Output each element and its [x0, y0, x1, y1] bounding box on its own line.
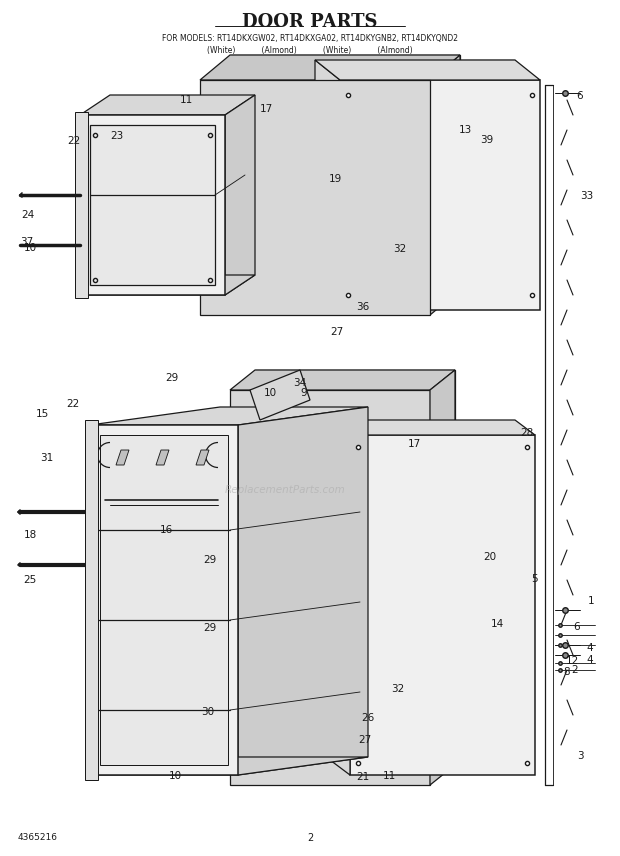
Text: 39: 39: [480, 135, 494, 145]
Text: 6: 6: [574, 622, 580, 632]
Text: 31: 31: [40, 453, 53, 463]
Polygon shape: [196, 450, 209, 465]
Text: 10: 10: [24, 243, 37, 253]
Text: 9: 9: [301, 388, 308, 398]
Polygon shape: [80, 115, 225, 295]
Polygon shape: [100, 435, 228, 765]
Text: 34: 34: [293, 378, 307, 388]
Text: 15: 15: [35, 409, 48, 419]
Text: 37: 37: [20, 237, 33, 247]
Text: 24: 24: [21, 210, 35, 220]
Polygon shape: [340, 80, 540, 310]
Text: 13: 13: [458, 125, 472, 135]
Text: 17: 17: [407, 439, 420, 449]
Text: 6: 6: [577, 91, 583, 101]
Polygon shape: [200, 55, 460, 80]
Text: 16: 16: [159, 525, 172, 535]
Text: 3: 3: [577, 751, 583, 761]
Text: 33: 33: [580, 191, 593, 201]
Polygon shape: [230, 370, 455, 390]
Text: 27: 27: [358, 735, 371, 745]
Text: 29: 29: [203, 623, 216, 633]
Polygon shape: [250, 370, 310, 420]
Text: 5: 5: [531, 574, 538, 584]
Text: (White)           (Almond)           (White)           (Almond): (White) (Almond) (White) (Almond): [207, 45, 413, 55]
Polygon shape: [255, 370, 455, 765]
Text: 32: 32: [393, 244, 407, 254]
Text: 11: 11: [383, 771, 396, 781]
Polygon shape: [230, 390, 430, 785]
Text: 30: 30: [202, 707, 215, 717]
Polygon shape: [330, 420, 350, 775]
Polygon shape: [315, 60, 540, 80]
Text: 14: 14: [490, 619, 503, 629]
Text: 10: 10: [169, 771, 182, 781]
Text: 25: 25: [24, 575, 37, 585]
Text: 29: 29: [203, 555, 216, 565]
Polygon shape: [225, 95, 255, 295]
Polygon shape: [430, 55, 460, 315]
Text: 21: 21: [356, 772, 370, 782]
Text: 26: 26: [361, 713, 374, 723]
Polygon shape: [315, 60, 515, 290]
Polygon shape: [330, 420, 535, 435]
Text: 8: 8: [564, 667, 570, 677]
Text: 28: 28: [520, 428, 534, 438]
Polygon shape: [230, 55, 460, 290]
Text: 17: 17: [259, 104, 273, 114]
Polygon shape: [85, 420, 98, 780]
Polygon shape: [80, 95, 255, 115]
Text: 29: 29: [166, 373, 179, 383]
Text: FOR MODELS: RT14DKXGW02, RT14DKXGA02, RT14DKYGNB2, RT14DKYQND2: FOR MODELS: RT14DKXGW02, RT14DKXGA02, RT…: [162, 33, 458, 43]
Text: 4365216: 4365216: [18, 834, 58, 842]
Text: 11: 11: [179, 95, 193, 105]
Text: 27: 27: [330, 327, 343, 337]
Text: 18: 18: [24, 530, 37, 540]
Text: 2: 2: [572, 665, 578, 675]
Text: 36: 36: [356, 302, 370, 312]
Text: 32: 32: [391, 684, 405, 694]
Text: 19: 19: [329, 174, 342, 184]
Text: 1: 1: [588, 596, 595, 606]
Text: 4: 4: [587, 655, 593, 665]
Polygon shape: [315, 60, 340, 310]
Polygon shape: [90, 125, 215, 285]
Polygon shape: [350, 435, 535, 775]
Text: 23: 23: [110, 131, 123, 141]
Text: DOOR PARTS: DOOR PARTS: [242, 13, 378, 31]
Text: ReplacementParts.com: ReplacementParts.com: [224, 485, 345, 495]
Text: 12: 12: [565, 656, 578, 666]
Polygon shape: [156, 450, 169, 465]
Polygon shape: [116, 450, 129, 465]
Polygon shape: [238, 407, 368, 775]
Polygon shape: [75, 112, 88, 298]
Text: 20: 20: [484, 552, 497, 562]
Text: 10: 10: [264, 388, 277, 398]
Polygon shape: [90, 757, 368, 775]
Text: 22: 22: [68, 136, 81, 146]
Text: 22: 22: [66, 399, 79, 409]
Polygon shape: [90, 425, 238, 775]
Text: 4: 4: [587, 643, 593, 653]
Polygon shape: [200, 80, 430, 315]
Text: 2: 2: [307, 833, 313, 843]
Polygon shape: [80, 275, 255, 295]
Polygon shape: [430, 370, 455, 785]
Polygon shape: [90, 407, 368, 425]
